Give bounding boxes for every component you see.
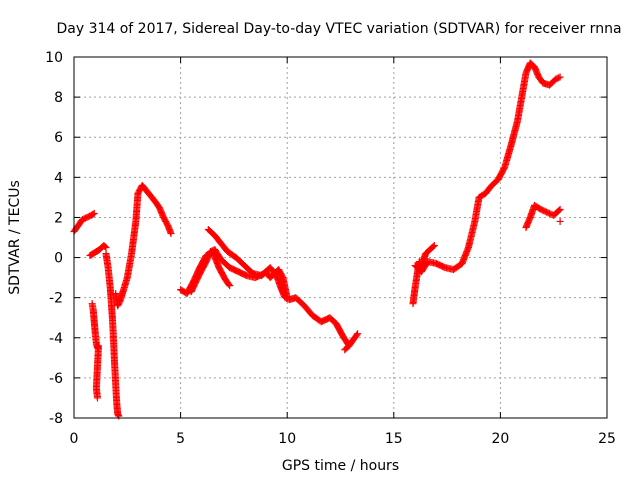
- data-point: [556, 73, 564, 81]
- data-point: [283, 294, 291, 302]
- y-tick-label: -6: [49, 371, 63, 387]
- data-point: [556, 205, 564, 213]
- y-tick-label: 6: [54, 130, 63, 146]
- data-point: [226, 282, 234, 290]
- data-points: [70, 59, 564, 420]
- x-tick-label: 0: [70, 431, 79, 447]
- y-tick-label: 8: [54, 90, 63, 106]
- chart-title: Day 314 of 2017, Sidereal Day-to-day VTE…: [56, 21, 621, 37]
- x-tick-label: 10: [278, 431, 296, 447]
- data-point: [354, 330, 362, 338]
- y-tick-label: 10: [45, 50, 63, 66]
- grid: [74, 57, 607, 418]
- data-point: [102, 244, 110, 252]
- data-point: [167, 229, 175, 237]
- data-point: [89, 210, 97, 218]
- y-tick-label: -4: [49, 331, 63, 347]
- x-tick-label: 15: [385, 431, 403, 447]
- y-tick-label: -2: [49, 291, 63, 307]
- data-point: [556, 217, 564, 225]
- x-tick-label: 5: [176, 431, 185, 447]
- data-point: [430, 242, 438, 250]
- data-point: [555, 206, 563, 214]
- data-point: [101, 243, 109, 251]
- y-tick-label: 2: [54, 210, 63, 226]
- data-point: [225, 280, 233, 288]
- x-tick-label: 20: [491, 431, 509, 447]
- x-axis-label: GPS time / hours: [282, 458, 399, 474]
- data-point: [555, 74, 563, 82]
- y-axis-label: SDTVAR / TECUs: [7, 180, 23, 295]
- data-point: [429, 243, 437, 251]
- data-point: [353, 331, 361, 339]
- y-tick-label: -8: [49, 411, 63, 427]
- data-point: [90, 209, 98, 217]
- data-point: [93, 394, 101, 402]
- plot-frame: [73, 56, 608, 419]
- y-tick-label: 4: [54, 170, 63, 186]
- y-tick-label: 0: [54, 251, 63, 267]
- x-tick-label: 25: [598, 431, 616, 447]
